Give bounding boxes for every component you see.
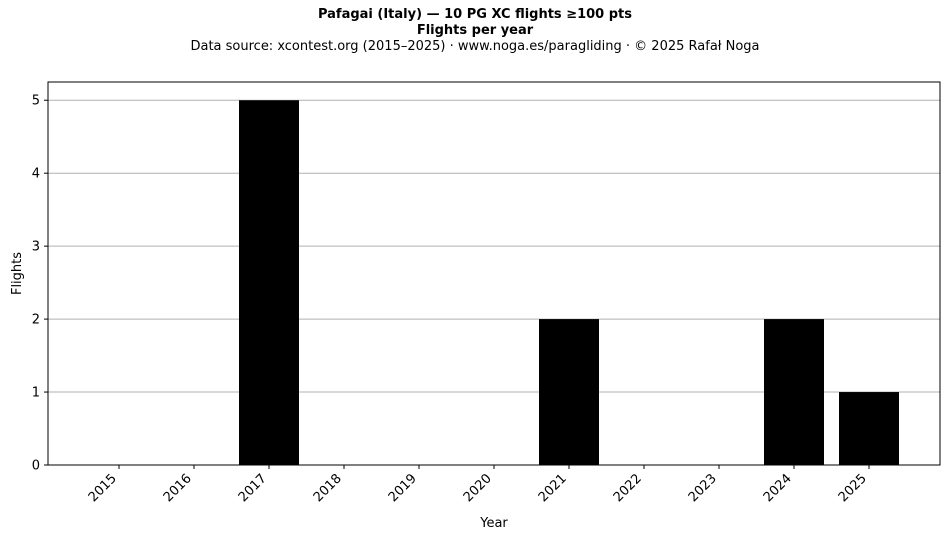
- chart-subtitle: Flights per year: [416, 23, 534, 38]
- x-tick-label: 2022: [611, 471, 645, 505]
- y-tick-label: 1: [32, 386, 40, 401]
- bar-2021: [539, 319, 599, 465]
- chart-caption: Data source: xcontest.org (2015–2025) · …: [190, 39, 760, 54]
- x-axis-label: Year: [479, 516, 508, 531]
- chart-title: Pafagai (Italy) — 10 PG XC flights ≥100 …: [317, 7, 633, 22]
- y-tick-label: 5: [32, 94, 40, 109]
- x-tick-label: 2018: [311, 471, 345, 505]
- x-tick-label: 2015: [86, 471, 120, 505]
- y-axis-label: Flights: [10, 252, 25, 295]
- x-tick-label: 2021: [536, 471, 570, 505]
- x-tick-label: 2023: [686, 471, 720, 505]
- chart-titles: Pafagai (Italy) — 10 PG XC flights ≥100 …: [0, 7, 950, 55]
- bar-2017: [239, 100, 299, 465]
- y-tick-label: 3: [32, 240, 40, 255]
- y-tick-label: 2: [32, 313, 40, 328]
- bar-2024: [764, 319, 824, 465]
- x-tick-label: 2017: [236, 471, 270, 505]
- x-tick-label: 2024: [761, 471, 795, 505]
- x-tick-label: 2016: [161, 471, 195, 505]
- y-tick-label: 4: [32, 167, 40, 182]
- x-tick-label: 2019: [386, 471, 420, 505]
- x-tick-label: 2025: [836, 471, 870, 505]
- y-tick-label: 0: [32, 459, 40, 474]
- x-tick-label: 2020: [461, 471, 495, 505]
- bar-2025: [839, 392, 899, 465]
